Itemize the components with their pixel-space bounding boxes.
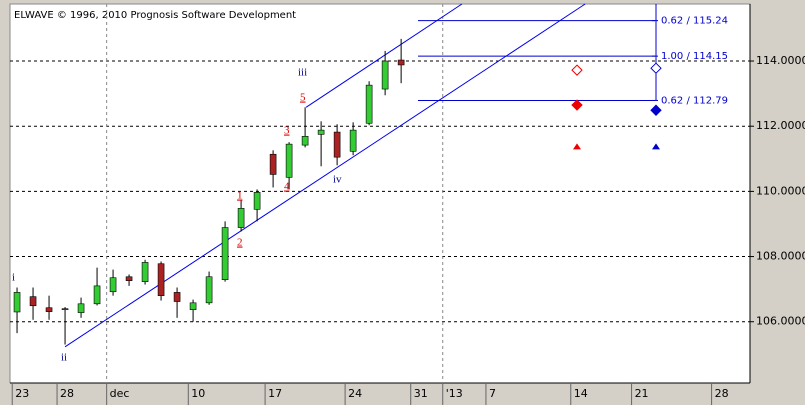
x-tick-label: 28 bbox=[715, 387, 729, 400]
x-tick-label: 10 bbox=[191, 387, 205, 400]
candle-body bbox=[205, 276, 213, 304]
y-tick-label: 108.0000 bbox=[756, 250, 805, 263]
fib-label: 0.62 / 112.79 bbox=[661, 95, 728, 106]
y-tick-label: 110.0000 bbox=[756, 184, 805, 197]
candle-body bbox=[109, 277, 117, 293]
x-tick-label: dec bbox=[110, 387, 130, 400]
candle-body bbox=[45, 307, 53, 312]
fib-label: 1.00 / 114.15 bbox=[661, 51, 728, 62]
candle-body bbox=[269, 153, 277, 175]
wave-label: i bbox=[12, 272, 15, 284]
trendline bbox=[305, 3, 463, 108]
candle-body bbox=[173, 292, 181, 302]
candle-body bbox=[317, 129, 325, 135]
y-tick-label: 106.0000 bbox=[756, 315, 805, 328]
candle-body bbox=[77, 303, 85, 313]
wave-label: 4 bbox=[284, 181, 290, 193]
candle-body bbox=[237, 208, 245, 228]
wave-label: 3 bbox=[284, 125, 290, 137]
candle-body bbox=[61, 308, 69, 310]
x-tick-label: 23 bbox=[15, 387, 29, 400]
wave-label: iii bbox=[298, 67, 307, 79]
chart-title: ELWAVE © 1996, 2010 Prognosis Software D… bbox=[14, 10, 296, 21]
candle-body bbox=[285, 143, 293, 178]
wave-label: 1 bbox=[237, 190, 243, 202]
x-axis-strip bbox=[0, 383, 805, 405]
candle-body bbox=[141, 262, 149, 282]
marker bbox=[571, 64, 583, 76]
candle-body bbox=[333, 131, 341, 158]
candle-body bbox=[189, 302, 197, 310]
x-tick-label: 7 bbox=[489, 387, 496, 400]
wave-label: 5 bbox=[300, 92, 306, 104]
candle-body bbox=[221, 227, 229, 280]
x-tick-label: 17 bbox=[268, 387, 282, 400]
fib-label: 0.62 / 115.24 bbox=[661, 16, 728, 27]
candle-body bbox=[397, 59, 405, 66]
wave-label: iv bbox=[333, 174, 342, 186]
candle-body bbox=[381, 60, 389, 90]
candle-body bbox=[349, 129, 357, 152]
marker bbox=[652, 143, 660, 150]
plot-area bbox=[9, 3, 751, 384]
candle-body bbox=[301, 136, 309, 146]
marker bbox=[571, 99, 583, 111]
wave-labels: i ii iii iv 1 2 3 4 5 bbox=[12, 67, 342, 364]
candle-body bbox=[253, 192, 261, 210]
wave-label: 2 bbox=[237, 237, 243, 249]
wave-label: ii bbox=[61, 352, 67, 364]
x-tick-label: 24 bbox=[348, 387, 362, 400]
x-tick-label: 21 bbox=[635, 387, 649, 400]
x-tick-label: '13 bbox=[446, 387, 463, 400]
candle-body bbox=[29, 296, 37, 307]
y-tick-label: 114.0000 bbox=[756, 54, 805, 67]
x-tick-label: 31 bbox=[414, 387, 428, 400]
candle-body bbox=[365, 84, 373, 124]
candle-body bbox=[157, 263, 165, 296]
candle-body bbox=[93, 285, 101, 305]
candle-body bbox=[13, 292, 21, 313]
trendline bbox=[64, 3, 586, 348]
marker bbox=[573, 143, 581, 150]
y-tick-label: 112.0000 bbox=[756, 119, 805, 132]
marker bbox=[650, 62, 662, 74]
x-tick-label: 14 bbox=[574, 387, 588, 400]
marker bbox=[650, 104, 662, 116]
candle-body bbox=[125, 276, 133, 281]
x-tick-label: 28 bbox=[60, 387, 74, 400]
